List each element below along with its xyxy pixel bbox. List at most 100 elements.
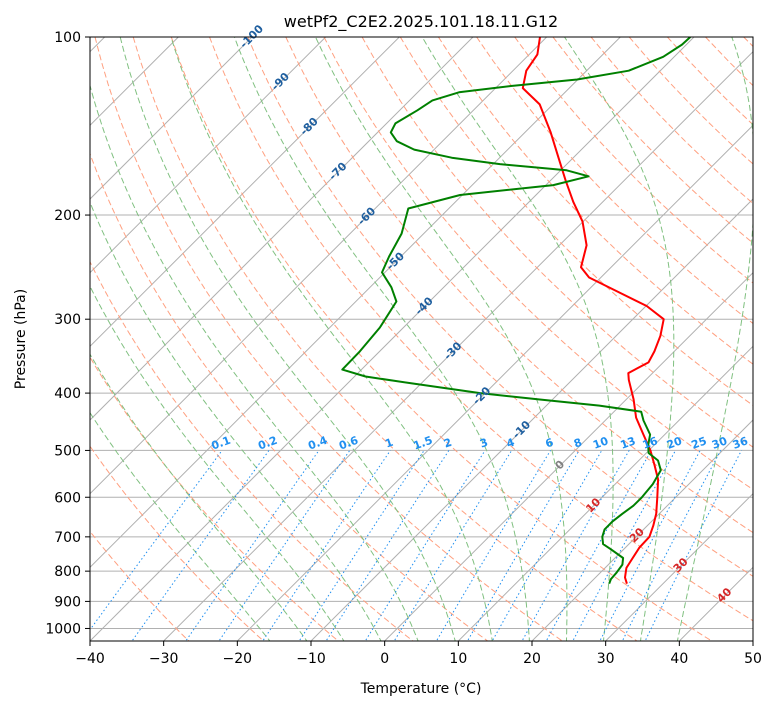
axes: −40 −30 −20 −10 0 10 20 30 40 50 100 200 300 400 500 60… bbox=[45, 30, 762, 667]
isotherm-line bbox=[678, 566, 753, 641]
moist-adiabat-line bbox=[421, 37, 614, 641]
x-tick-label: −20 bbox=[223, 651, 253, 667]
dry-adiabat-line bbox=[361, 37, 753, 448]
isotherm-label: -20 bbox=[470, 384, 493, 407]
moist-adiabat-line bbox=[90, 411, 271, 641]
mixing-ratio-line bbox=[90, 450, 223, 631]
mixing-ratio-line bbox=[545, 450, 652, 641]
moist-adiabat-line bbox=[119, 37, 456, 641]
x-tick-label: 0 bbox=[380, 651, 389, 667]
isotherm-label: -40 bbox=[413, 294, 436, 317]
x-axis-title: Temperature (°C) bbox=[360, 681, 482, 697]
dry-adiabat-line bbox=[743, 37, 753, 48]
mixing-ratio-label: 13 bbox=[619, 434, 638, 451]
mixing-ratio-label: 0.4 bbox=[306, 434, 329, 453]
isotherm-line bbox=[90, 37, 621, 569]
dry-adiabat-line bbox=[399, 37, 753, 407]
y-tick-label: 700 bbox=[54, 530, 81, 546]
mixing-ratio-label: 0.1 bbox=[210, 434, 233, 453]
y-tick-label: 600 bbox=[54, 490, 81, 506]
moist-adiabat-line bbox=[564, 37, 675, 641]
y-axis-title: Pressure (hPa) bbox=[13, 289, 29, 389]
mixing-ratio-label: 30 bbox=[710, 434, 729, 452]
isotherm-line bbox=[384, 271, 753, 641]
isotherm-line bbox=[457, 345, 753, 641]
isotherm-line bbox=[752, 640, 753, 641]
mixing-ratio-line bbox=[599, 450, 701, 641]
y-tick-label: 100 bbox=[54, 30, 81, 46]
dry-adiabat-line bbox=[90, 356, 339, 641]
temperature-line bbox=[521, 37, 665, 584]
dry-adiabat-line bbox=[94, 37, 564, 641]
mixing-ratio-label: 25 bbox=[690, 434, 709, 451]
mixing-ratio-line bbox=[621, 450, 722, 641]
mixing-ratio-line bbox=[298, 450, 425, 641]
y-tick-label: 300 bbox=[54, 312, 81, 328]
y-tick-label: 400 bbox=[54, 386, 81, 402]
mixing-ratio-label: 0.2 bbox=[256, 434, 279, 453]
isotherm-line bbox=[90, 37, 327, 274]
mixing-ratio-label: 1 bbox=[383, 436, 395, 451]
y-tick-label: 1000 bbox=[45, 621, 81, 637]
mixing-ratio-line bbox=[185, 450, 320, 641]
moist-adiabat-line bbox=[676, 37, 753, 641]
mixing-ratio-label: 2 bbox=[442, 436, 454, 451]
isotherm-line bbox=[90, 37, 400, 348]
mixing-ratio-label: 3 bbox=[478, 436, 490, 451]
mixing-ratio-label: 0.6 bbox=[337, 434, 360, 453]
dry-adiabat-line bbox=[514, 37, 753, 284]
background-grid bbox=[90, 37, 753, 641]
dry-adiabat-line bbox=[437, 37, 753, 365]
isotherm-label: -80 bbox=[298, 115, 321, 138]
isotherm-label: 30 bbox=[671, 555, 691, 575]
dry-adiabat-line bbox=[90, 152, 489, 641]
plot-frame bbox=[89, 36, 754, 642]
mixing-ratio-label: 10 bbox=[591, 434, 610, 452]
mixing-ratio-line bbox=[262, 450, 391, 641]
mixing-ratio-line bbox=[364, 450, 486, 641]
isotherm-line bbox=[236, 124, 753, 641]
dry-adiabat-line bbox=[476, 37, 753, 325]
mixing-ratio-line bbox=[572, 450, 676, 641]
dry-adiabat-line bbox=[552, 37, 753, 244]
mixing-ratio-line bbox=[393, 450, 513, 641]
mixing-ratio-line bbox=[218, 450, 351, 641]
x-tick-label: 50 bbox=[744, 651, 762, 667]
x-tick-label: 10 bbox=[449, 651, 467, 667]
dry-adiabat-line bbox=[209, 37, 753, 622]
isotherm-line bbox=[90, 37, 695, 641]
isotherm-line bbox=[90, 37, 253, 200]
dry-adiabat-line bbox=[132, 37, 638, 641]
chart-title: wetPf2_C2E2.2025.101.18.11.G12 bbox=[284, 12, 558, 32]
isotherm-line bbox=[605, 492, 753, 641]
x-tick-label: −30 bbox=[149, 651, 179, 667]
dry-adiabat-line bbox=[90, 445, 265, 641]
dry-adiabat-line bbox=[285, 37, 753, 534]
line-labels: 0.1 0.2 0.4 0.6 1 1.5 2 3 4 6 8 10 13 16 20 25 30 36-100-… bbox=[210, 22, 750, 605]
isotherm-line bbox=[90, 37, 474, 421]
isotherm-label: -60 bbox=[355, 204, 378, 227]
moist-adiabat-line bbox=[90, 83, 419, 641]
isotherm-line bbox=[90, 37, 548, 495]
mixing-ratio-label: 4 bbox=[505, 436, 517, 451]
mixing-ratio-label: 16 bbox=[641, 434, 660, 452]
mixing-ratio-line bbox=[131, 450, 270, 641]
x-tick-label: 40 bbox=[670, 651, 688, 667]
moist-adiabat-line bbox=[170, 37, 493, 641]
x-tick-label: −10 bbox=[296, 651, 326, 667]
y-tick-label: 800 bbox=[54, 564, 81, 580]
isotherm-line bbox=[163, 50, 753, 641]
x-tick-label: −40 bbox=[75, 651, 105, 667]
moist-adiabat-line bbox=[90, 285, 345, 641]
dry-adiabat-line bbox=[590, 37, 753, 205]
isotherm-line bbox=[310, 198, 753, 641]
dry-adiabat-line bbox=[90, 260, 414, 641]
y-tick-label: 200 bbox=[54, 208, 81, 224]
mixing-ratio-line bbox=[325, 450, 450, 641]
moist-adiabat-line bbox=[315, 37, 568, 641]
mixing-ratio-label: 20 bbox=[665, 434, 684, 452]
dry-adiabat-line bbox=[247, 37, 753, 577]
y-tick-label: 500 bbox=[54, 443, 81, 459]
y-tick-label: 900 bbox=[54, 594, 81, 610]
